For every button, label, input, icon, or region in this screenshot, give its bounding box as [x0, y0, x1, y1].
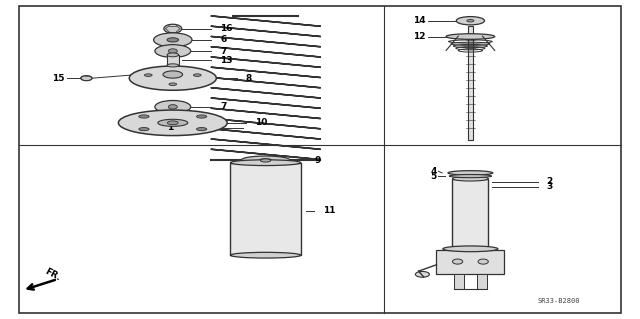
- Text: 6: 6: [220, 35, 227, 44]
- Ellipse shape: [478, 259, 488, 264]
- Text: 1: 1: [166, 123, 173, 132]
- Text: 13: 13: [220, 56, 233, 65]
- Ellipse shape: [81, 76, 92, 81]
- Text: 10: 10: [255, 118, 268, 127]
- Ellipse shape: [443, 246, 498, 252]
- Ellipse shape: [446, 34, 495, 39]
- Ellipse shape: [241, 156, 290, 164]
- Ellipse shape: [167, 53, 179, 57]
- Text: 2: 2: [547, 177, 553, 186]
- Ellipse shape: [168, 121, 178, 125]
- Text: 14: 14: [413, 16, 426, 25]
- Text: 16: 16: [220, 24, 233, 33]
- Ellipse shape: [154, 33, 192, 47]
- Ellipse shape: [260, 159, 271, 162]
- Ellipse shape: [163, 71, 182, 78]
- Ellipse shape: [158, 119, 188, 126]
- Text: 3: 3: [547, 182, 553, 191]
- Text: FR.: FR.: [44, 267, 62, 283]
- Ellipse shape: [167, 64, 179, 67]
- Text: 5: 5: [430, 172, 436, 181]
- Ellipse shape: [168, 49, 177, 53]
- Text: SR33-B2800: SR33-B2800: [538, 299, 580, 304]
- Ellipse shape: [169, 83, 177, 85]
- Bar: [468, 26, 473, 140]
- Ellipse shape: [167, 38, 179, 42]
- Ellipse shape: [448, 171, 493, 175]
- Ellipse shape: [193, 74, 201, 77]
- Text: 11: 11: [323, 206, 335, 215]
- Ellipse shape: [129, 66, 216, 90]
- Bar: [167, 55, 179, 65]
- Ellipse shape: [260, 159, 271, 162]
- Ellipse shape: [456, 17, 484, 25]
- Ellipse shape: [230, 252, 301, 258]
- Bar: [454, 274, 464, 289]
- Ellipse shape: [449, 174, 492, 178]
- Text: 15: 15: [52, 74, 65, 83]
- Ellipse shape: [139, 115, 149, 118]
- Text: 7: 7: [220, 102, 227, 111]
- Text: 12: 12: [413, 32, 426, 41]
- Ellipse shape: [155, 45, 191, 57]
- Ellipse shape: [168, 105, 177, 109]
- Ellipse shape: [145, 74, 152, 77]
- Text: 4: 4: [430, 167, 436, 176]
- Bar: [230, 163, 301, 255]
- Ellipse shape: [452, 259, 463, 264]
- Ellipse shape: [118, 110, 227, 136]
- Ellipse shape: [196, 128, 207, 131]
- Ellipse shape: [139, 128, 149, 131]
- Text: 9: 9: [315, 156, 321, 165]
- Ellipse shape: [230, 160, 301, 166]
- Bar: [477, 274, 487, 289]
- Ellipse shape: [467, 19, 474, 22]
- Text: 7: 7: [220, 47, 227, 56]
- Ellipse shape: [155, 100, 191, 113]
- Bar: [436, 250, 504, 274]
- Text: 8: 8: [246, 74, 252, 83]
- Ellipse shape: [164, 24, 182, 33]
- Ellipse shape: [196, 115, 207, 118]
- Bar: [452, 179, 488, 249]
- Ellipse shape: [452, 176, 488, 181]
- Ellipse shape: [415, 271, 429, 277]
